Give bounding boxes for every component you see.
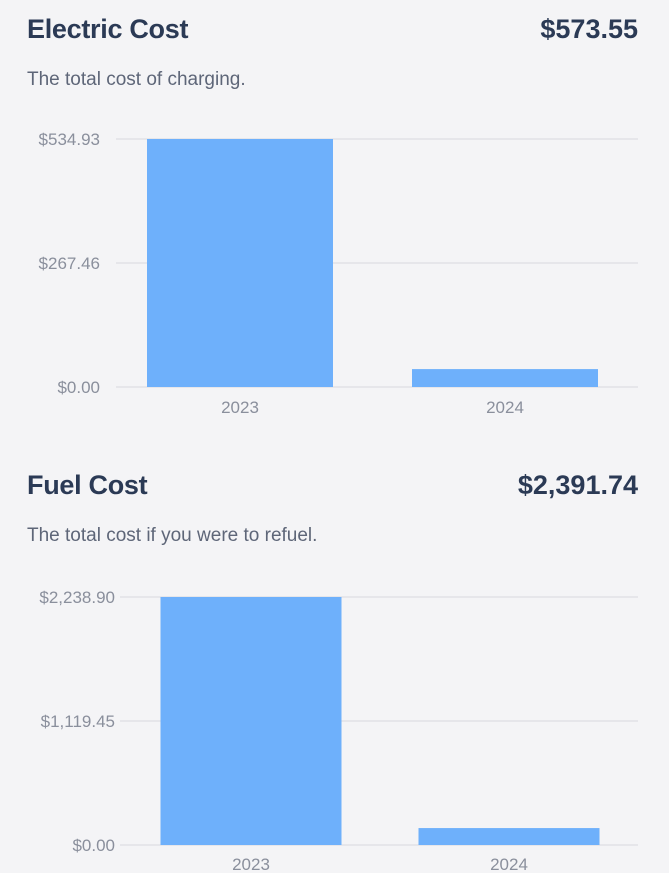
electric-cost-chart: $534.93 $267.46 $0.00 2023 2024	[39, 130, 638, 417]
fuel-cost-chart: $2,238.90 $1,119.45 $0.00 2023 2024	[39, 588, 638, 873]
fuel-xtick-label: 2024	[490, 855, 528, 873]
electric-cost-subtitle: The total cost of charging.	[27, 69, 246, 90]
electric-ytick-label: $534.93	[39, 130, 100, 149]
fuel-bar-2024	[418, 828, 600, 845]
fuel-ytick-label: $2,238.90	[39, 588, 115, 607]
electric-ytick-label: $267.46	[39, 254, 100, 273]
fuel-cost-total: $2,391.74	[517, 470, 638, 500]
fuel-cost-title: Fuel Cost	[27, 470, 148, 500]
electric-bar-2024	[412, 369, 598, 387]
fuel-cost-subtitle: The total cost if you were to refuel.	[27, 525, 318, 546]
electric-bar-2023	[147, 139, 333, 387]
electric-ytick-label: $0.00	[57, 378, 100, 397]
fuel-cost-section: Fuel Cost $2,391.74 The total cost if yo…	[0, 456, 669, 873]
fuel-ytick-label: $1,119.45	[41, 712, 115, 731]
electric-cost-title: Electric Cost	[27, 14, 189, 44]
fuel-xtick-label: 2023	[232, 855, 270, 873]
electric-xtick-label: 2023	[221, 398, 259, 417]
fuel-ytick-label: $0.00	[72, 836, 115, 855]
electric-cost-section: Electric Cost $573.55 The total cost of …	[27, 14, 638, 417]
electric-xtick-label: 2024	[486, 398, 524, 417]
fuel-bar-2023	[160, 597, 342, 845]
electric-cost-total: $573.55	[540, 14, 638, 44]
